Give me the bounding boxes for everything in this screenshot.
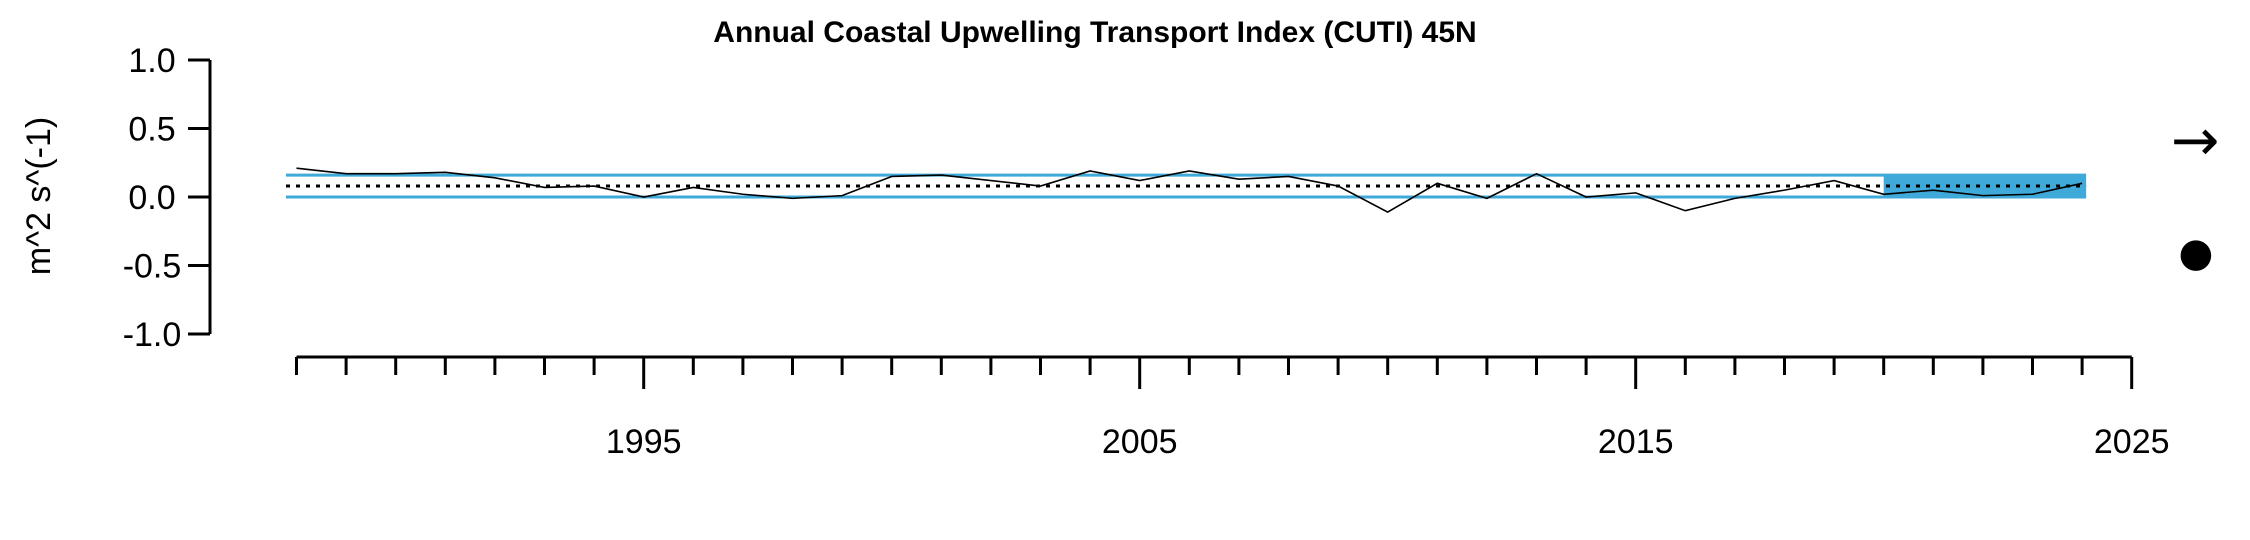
recent-window-fill: [1883, 175, 2087, 197]
x-tick-label: 2015: [1598, 423, 1674, 461]
series-line: [296, 167, 2083, 213]
x-tick-label: 2005: [1102, 423, 1178, 461]
trend-arrow-icon: →: [2171, 106, 2220, 174]
chart-title: Annual Coastal Upwelling Transport Index…: [713, 16, 1476, 49]
y-tick-label: -1.0: [123, 316, 182, 354]
y-tick-label: 0.0: [128, 179, 175, 217]
x-tick-label: 2025: [2094, 423, 2170, 461]
mean-dot-icon: ●: [2179, 230, 2214, 276]
plot-area: 1.0 0.5 0.0 -0.5 -1.0 1995 2005 2015 2025: [123, 42, 2170, 461]
y-tick-label: -0.5: [123, 248, 182, 286]
y-axis-label: m^2 s^(-1): [20, 117, 58, 275]
y-tick-label: 1.0: [128, 42, 175, 80]
y-tick-label: 0.5: [128, 111, 175, 149]
x-tick-label: 1995: [606, 423, 682, 461]
